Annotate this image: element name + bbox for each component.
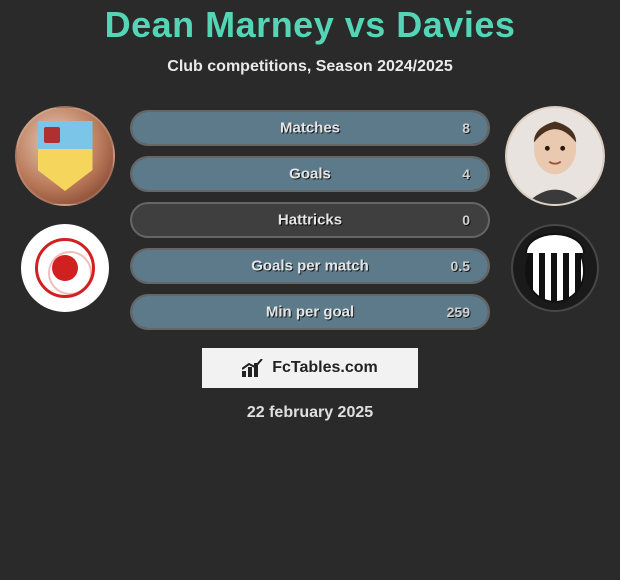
right-player-avatar <box>505 106 605 206</box>
main-row: Matches 8 Goals 4 Hattricks 0 Goals per match 0… <box>0 106 620 330</box>
stat-value-right: 4 <box>462 166 470 182</box>
stat-bar: Goals 4 <box>130 156 490 192</box>
stat-label: Goals per match <box>251 258 369 275</box>
stat-value-right: 8 <box>462 120 470 136</box>
left-club-badge <box>21 224 109 312</box>
chart-icon <box>242 359 264 377</box>
stat-label: Min per goal <box>266 304 354 321</box>
fleetwood-crest-icon <box>35 238 95 298</box>
left-player-avatar <box>15 106 115 206</box>
burnley-crest-icon <box>38 121 93 191</box>
stat-label: Goals <box>289 166 331 183</box>
right-club-badge <box>511 224 599 312</box>
subtitle: Club competitions, Season 2024/2025 <box>0 58 620 76</box>
stats-column: Matches 8 Goals 4 Hattricks 0 Goals per match 0… <box>120 106 500 330</box>
stat-label: Hattricks <box>278 212 342 229</box>
grimsby-crest-icon <box>525 233 585 303</box>
stat-bar: Goals per match 0.5 <box>130 248 490 284</box>
stat-bar: Min per goal 259 <box>130 294 490 330</box>
watermark-badge: FcTables.com <box>202 348 418 388</box>
date-text: 22 february 2025 <box>0 404 620 422</box>
left-player-column <box>10 106 120 312</box>
player-face-icon <box>507 106 603 206</box>
stat-value-right: 0.5 <box>451 258 470 274</box>
comparison-card: Dean Marney vs Davies Club competitions,… <box>0 0 620 422</box>
stat-value-right: 259 <box>447 304 470 320</box>
stat-value-right: 0 <box>462 212 470 228</box>
stat-label: Matches <box>280 120 340 137</box>
stat-bar: Hattricks 0 <box>130 202 490 238</box>
right-player-column <box>500 106 610 312</box>
watermark-text: FcTables.com <box>272 359 378 377</box>
page-title: Dean Marney vs Davies <box>0 4 620 46</box>
stat-bar: Matches 8 <box>130 110 490 146</box>
